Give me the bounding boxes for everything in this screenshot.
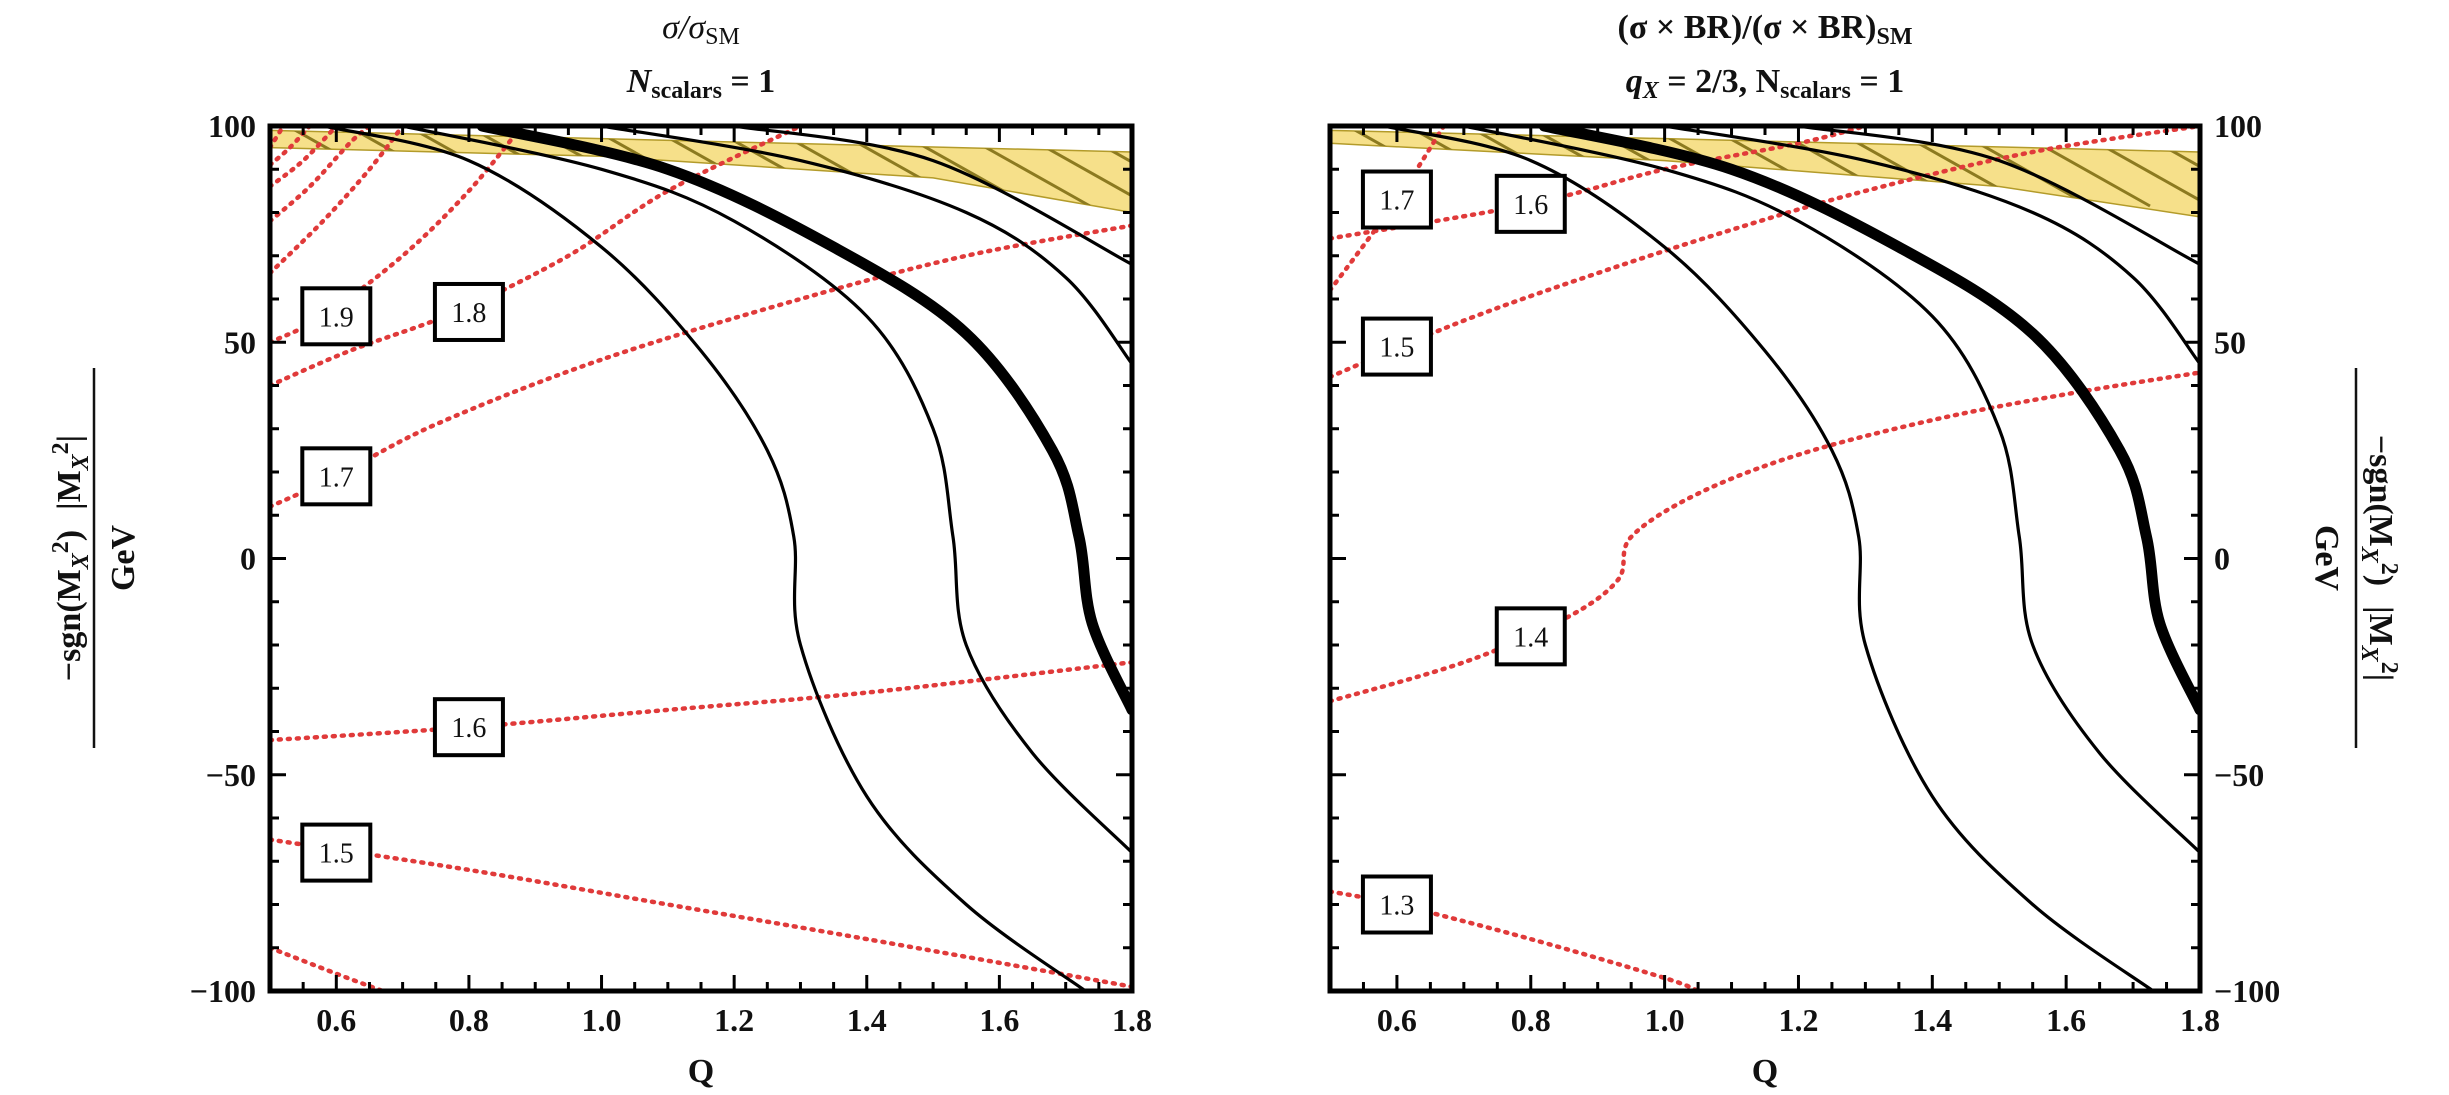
left-red-contour-1.5 xyxy=(270,837,1132,989)
right-y-tick-label: 100 xyxy=(2214,108,2262,144)
right-x-tick-label: 1.0 xyxy=(1645,1002,1685,1038)
left-black-curve-1 xyxy=(401,126,1132,855)
right-x-tick-label: 1.8 xyxy=(2180,1002,2220,1038)
left-contour-label-1.7: 1.7 xyxy=(300,446,373,507)
left-frame xyxy=(267,123,1135,994)
left-red-contour-extra-5 xyxy=(270,945,385,991)
left-red-contour-extra-6 xyxy=(270,126,405,276)
right-contour-label-1.5: 1.5 xyxy=(1360,316,1433,377)
right-black-curve-0 xyxy=(1381,126,2155,991)
right-contour-label-1.7: 1.7 xyxy=(1360,169,1433,230)
right-panel-title-line2: qX = 2/3, Nscalars = 1 xyxy=(1626,63,1904,104)
left-black-curve-0 xyxy=(321,126,1088,991)
left-y-tick-label: 50 xyxy=(224,324,256,360)
svg-text:1.6: 1.6 xyxy=(1513,190,1548,221)
right-x-tick-label: 1.4 xyxy=(1912,1002,1952,1038)
left-excluded-band xyxy=(270,129,1132,214)
svg-text:1.9: 1.9 xyxy=(319,302,354,333)
svg-text:−sgn(MX2)|MX2|: −sgn(MX2)|MX2| xyxy=(2356,435,2402,681)
left-y-axis-title: −sgn(MX2)|MX2| GeV xyxy=(48,368,142,748)
left-red-contour-1.8 xyxy=(270,126,803,388)
left-contour-label-1.8: 1.8 xyxy=(432,281,505,342)
right-red-contour-1.7 xyxy=(1330,126,1447,293)
left-red-contour-extra-8 xyxy=(270,126,339,189)
right-frame xyxy=(1327,123,2203,994)
right-black-curve-4 xyxy=(1796,126,2200,266)
left-y-tick-label: −50 xyxy=(206,757,256,793)
right-y-axis-unit: GeV xyxy=(2308,525,2345,592)
svg-text:−sgn(MX2)|MX2|: −sgn(MX2)|MX2| xyxy=(48,435,94,681)
right-panel-title-line1: (σ × BR)/(σ × BR)SM xyxy=(1618,9,1913,50)
right-x-axis-title: Q xyxy=(1752,1053,1778,1090)
svg-text:1.5: 1.5 xyxy=(319,839,354,870)
right-x-tick-label: 1.6 xyxy=(2046,1002,2086,1038)
left-y-tick-label: 0 xyxy=(240,541,256,577)
left-x-axis-title: Q xyxy=(688,1053,714,1090)
left-x-tick-label: 1.8 xyxy=(1112,1002,1152,1038)
left-panel-title-line1: σ/σSM xyxy=(662,9,740,50)
right-y-tick-label: 50 xyxy=(2214,324,2246,360)
svg-text:1.4: 1.4 xyxy=(1513,622,1548,653)
right-x-tick-label: 1.2 xyxy=(1778,1002,1818,1038)
left-x-tick-label: 1.6 xyxy=(979,1002,1019,1038)
right-black-curve-1 xyxy=(1462,126,2200,855)
right-y-axis-title: −sgn(MX2)|MX2| GeV xyxy=(2308,368,2402,748)
right-panel: 1.7 1.6 1.5 1.4 1.3 0.6 0.8 1.0 1.2 1.4 1.6 1.8−100… xyxy=(1327,108,2280,1038)
right-red-contour-1.5 xyxy=(1330,126,2200,380)
left-y-tick-label: −100 xyxy=(190,973,256,1009)
left-y-axis-unit: GeV xyxy=(105,525,142,592)
right-plot-area: 1.7 1.6 1.5 1.4 1.3 xyxy=(1330,126,2200,991)
left-x-tick-label: 1.2 xyxy=(714,1002,754,1038)
left-black-curve-3 xyxy=(599,126,1132,366)
left-panel-title-line2: Nscalars = 1 xyxy=(626,63,776,104)
svg-text:1.7: 1.7 xyxy=(1379,186,1414,217)
right-y-tick-label: −50 xyxy=(2214,757,2264,793)
left-black-curve-2 xyxy=(476,126,1132,716)
left-x-tick-label: 1.0 xyxy=(582,1002,622,1038)
left-contour-label-1.5: 1.5 xyxy=(300,822,373,883)
left-contour-label-1.9: 1.9 xyxy=(300,286,373,347)
right-red-contour-1.6 xyxy=(1330,126,1868,241)
right-black-curve-2 xyxy=(1538,126,2200,716)
left-x-tick-label: 0.6 xyxy=(316,1002,356,1038)
right-contour-label-1.6: 1.6 xyxy=(1494,173,1567,234)
left-red-contour-1.6 xyxy=(270,660,1132,743)
svg-text:1.7: 1.7 xyxy=(319,462,354,493)
svg-text:1.6: 1.6 xyxy=(451,713,486,744)
svg-text:1.5: 1.5 xyxy=(1379,333,1414,364)
right-x-tick-label: 0.8 xyxy=(1511,1002,1551,1038)
right-contour-label-1.3: 1.3 xyxy=(1360,874,1433,935)
right-x-tick-label: 0.6 xyxy=(1377,1002,1417,1038)
left-x-tick-label: 0.8 xyxy=(449,1002,489,1038)
left-y-tick-label: 100 xyxy=(208,108,256,144)
svg-text:1.3: 1.3 xyxy=(1379,891,1414,922)
left-x-tick-label: 1.4 xyxy=(847,1002,887,1038)
right-y-tick-label: −100 xyxy=(2214,973,2280,1009)
right-excluded-band xyxy=(1330,129,2200,218)
left-panel: 1.9 1.8 1.7 1.6 1.5 0.6 0.8 1.0 1.2 1.4 1.6 1.8 −100… xyxy=(190,108,1152,1038)
left-black-curve-4 xyxy=(732,126,1132,266)
svg-text:1.8: 1.8 xyxy=(451,298,486,329)
right-red-contour-1.4 xyxy=(1330,370,2200,704)
left-contour-label-1.6: 1.6 xyxy=(432,697,505,758)
left-plot-area: 1.9 1.8 1.7 1.6 1.5 xyxy=(270,126,1132,991)
left-red-contour-extra-9 xyxy=(270,126,313,168)
right-y-tick-label: 0 xyxy=(2214,541,2230,577)
right-black-curve-3 xyxy=(1663,126,2200,366)
right-contour-label-1.4: 1.4 xyxy=(1494,606,1567,667)
left-red-contour-1.7 xyxy=(270,223,1132,509)
